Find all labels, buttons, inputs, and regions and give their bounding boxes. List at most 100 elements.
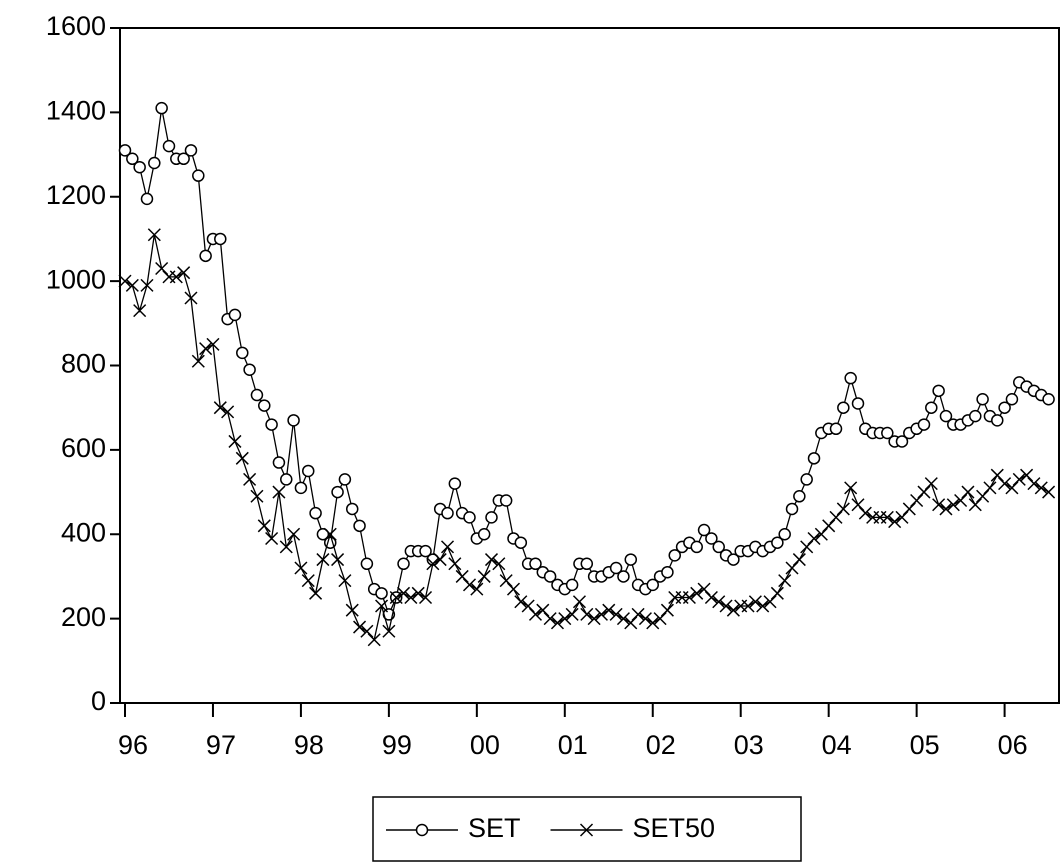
data-point <box>691 587 703 599</box>
data-point <box>449 478 460 489</box>
data-point <box>479 529 490 540</box>
data-point <box>853 398 864 409</box>
data-point <box>251 490 263 502</box>
data-point <box>581 608 593 620</box>
data-point <box>991 469 1003 481</box>
series-line <box>125 108 1049 614</box>
data-point <box>581 558 592 569</box>
data-point <box>141 193 152 204</box>
x-tick-label: 03 <box>734 730 764 760</box>
data-point <box>896 511 908 523</box>
x-tick-label: 96 <box>118 730 148 760</box>
data-point <box>859 507 871 519</box>
data-point <box>493 558 505 570</box>
data-point <box>705 592 717 604</box>
data-point <box>354 621 366 633</box>
data-point <box>845 373 856 384</box>
data-point <box>288 415 299 426</box>
data-point <box>522 600 534 612</box>
data-point <box>830 511 842 523</box>
data-point <box>962 486 974 498</box>
data-point <box>317 554 329 566</box>
data-point <box>918 419 929 430</box>
data-point <box>618 571 629 582</box>
plot-frame <box>120 28 1059 703</box>
data-point <box>266 419 277 430</box>
data-point <box>339 575 351 587</box>
data-point <box>295 562 307 574</box>
data-point <box>149 158 160 169</box>
data-point <box>691 541 702 552</box>
data-point <box>544 613 556 625</box>
data-point <box>303 465 314 476</box>
x-tick-label: 02 <box>646 730 676 760</box>
data-point <box>969 499 981 511</box>
data-point <box>838 402 849 413</box>
page: 0200400600800100012001400160096979899000… <box>0 0 1060 862</box>
x-tick-label: 00 <box>470 730 500 760</box>
data-point <box>793 554 805 566</box>
data-point <box>837 503 849 515</box>
data-point <box>449 558 461 570</box>
data-point <box>236 452 248 464</box>
data-point <box>398 558 409 569</box>
data-point <box>764 596 776 608</box>
data-point <box>977 394 988 405</box>
data-point <box>471 583 483 595</box>
legend: SETSET50 <box>373 797 801 861</box>
data-point <box>134 305 146 317</box>
data-point <box>332 554 344 566</box>
data-point <box>442 508 453 519</box>
data-point <box>720 600 732 612</box>
data-point <box>222 406 234 418</box>
data-point <box>647 617 659 629</box>
data-point <box>456 570 468 582</box>
data-point <box>501 495 512 506</box>
data-point <box>258 520 270 532</box>
data-point <box>295 482 306 493</box>
y-tick-label: 1200 <box>46 180 106 210</box>
data-point <box>925 478 937 490</box>
data-point <box>237 347 248 358</box>
data-point <box>926 402 937 413</box>
data-point <box>933 499 945 511</box>
data-point <box>831 423 842 434</box>
x-tick-label: 98 <box>294 730 324 760</box>
data-point <box>368 634 380 646</box>
data-point <box>801 541 813 553</box>
y-tick-label: 600 <box>61 433 106 463</box>
y-tick-label: 800 <box>61 349 106 379</box>
data-point <box>354 520 365 531</box>
y-tick-label: 1600 <box>46 11 106 41</box>
data-point <box>603 604 615 616</box>
data-point <box>787 503 798 514</box>
data-point <box>200 343 212 355</box>
data-point <box>486 554 498 566</box>
data-point <box>383 625 395 637</box>
data-point <box>134 162 145 173</box>
data-point <box>420 592 432 604</box>
data-point <box>808 532 820 544</box>
data-point <box>654 613 666 625</box>
data-point <box>757 600 769 612</box>
data-point <box>566 608 578 620</box>
data-point <box>1006 482 1018 494</box>
data-point <box>845 482 857 494</box>
data-point <box>999 478 1011 490</box>
data-point <box>610 608 622 620</box>
x-tick-label: 01 <box>558 730 588 760</box>
data-point <box>486 512 497 523</box>
data-point <box>507 583 519 595</box>
data-point <box>229 309 240 320</box>
data-point <box>632 608 644 620</box>
data-point <box>573 596 585 608</box>
data-point <box>977 490 989 502</box>
data-point <box>801 474 812 485</box>
data-point <box>559 613 571 625</box>
data-point <box>617 613 629 625</box>
data-point <box>346 604 358 616</box>
data-point <box>288 528 300 540</box>
data-point <box>126 279 138 291</box>
data-point <box>193 170 204 181</box>
y-tick-label: 1400 <box>46 96 106 126</box>
